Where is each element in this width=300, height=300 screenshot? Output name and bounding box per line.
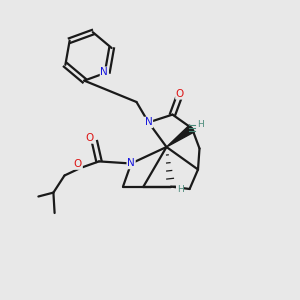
Text: O: O: [176, 89, 184, 99]
Text: O: O: [74, 159, 82, 169]
Text: H: H: [198, 120, 204, 129]
Text: H: H: [177, 184, 183, 194]
Text: N: N: [100, 67, 108, 77]
Text: N: N: [145, 117, 152, 128]
Text: O: O: [86, 133, 94, 143]
Polygon shape: [167, 125, 194, 147]
Text: N: N: [127, 158, 135, 169]
